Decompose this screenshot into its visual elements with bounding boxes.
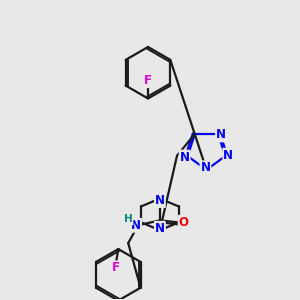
- Text: H: H: [124, 214, 133, 224]
- Text: N: N: [216, 128, 226, 142]
- Text: N: N: [155, 222, 165, 235]
- Text: O: O: [179, 216, 189, 229]
- Text: N: N: [223, 148, 233, 162]
- Text: F: F: [112, 261, 120, 274]
- Text: N: N: [131, 219, 141, 232]
- Text: F: F: [144, 74, 152, 87]
- Text: N: N: [180, 151, 190, 164]
- Text: N: N: [155, 194, 165, 207]
- Text: N: N: [200, 161, 211, 174]
